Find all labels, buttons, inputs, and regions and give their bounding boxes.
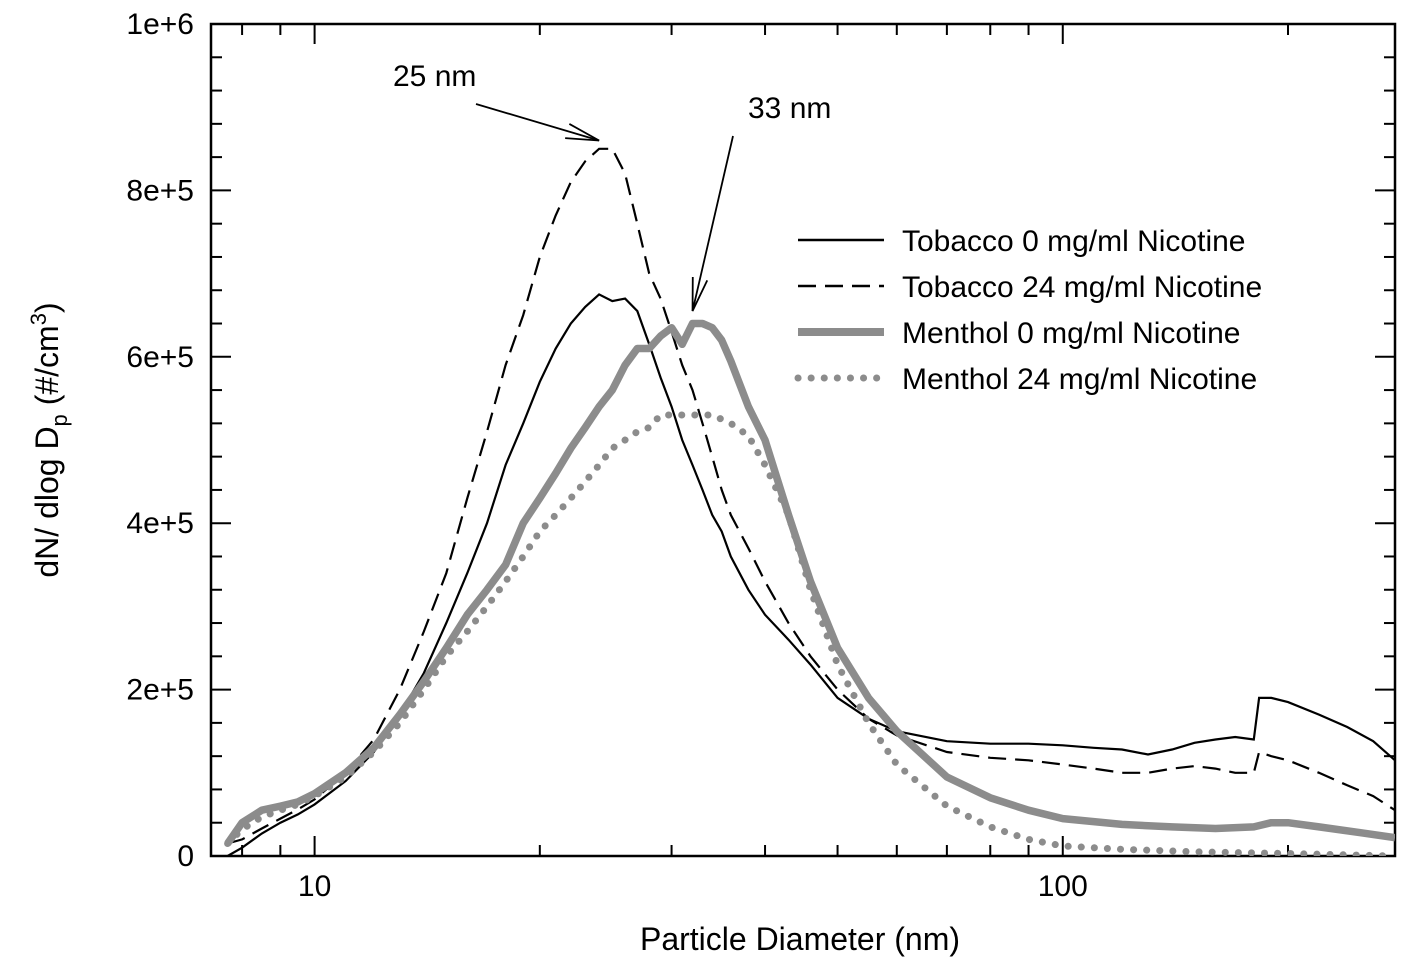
y-axis-title: dN/ dlog Dp (#/cm3)	[26, 302, 72, 577]
series-line-3	[224, 411, 1395, 856]
y-axis-title-unit: (#/cm	[29, 325, 65, 414]
y-axis-title-close: )	[29, 302, 65, 313]
annotation-arrow-1	[691, 135, 734, 312]
x-tick-labels: 10 100	[298, 870, 1088, 903]
y-tick-label: 2e+5	[126, 674, 194, 707]
series-line-1	[227, 147, 1395, 845]
y-tick-label: 0	[177, 840, 194, 873]
series-line-2	[224, 319, 1395, 846]
y-tick-label: 8e+5	[126, 174, 194, 207]
legend: Tobacco 0 mg/ml Nicotine Tobacco 24 mg/m…	[794, 225, 1262, 396]
legend-label-menthol-0: Menthol 0 mg/ml Nicotine	[902, 317, 1240, 350]
legend-label-tobacco-0: Tobacco 0 mg/ml Nicotine	[902, 225, 1245, 258]
annotation-25nm: 25 nm	[393, 60, 476, 93]
y-tick-label: 1e+6	[126, 8, 194, 41]
annotation-arrow-0	[475, 103, 600, 142]
annotations	[475, 103, 734, 312]
annotation-arrowhead-1	[691, 277, 709, 312]
x-tick-label: 100	[1038, 870, 1088, 903]
series-line-0	[227, 293, 1395, 856]
x-tick-label: 10	[298, 870, 331, 903]
y-axis-title-main: dN/ dlog D	[29, 426, 65, 577]
x-ticks	[241, 24, 1289, 856]
series-lines	[224, 147, 1395, 856]
plot-frame	[209, 22, 1397, 858]
x-axis-title: Particle Diameter (nm)	[640, 921, 960, 957]
annotation-33nm: 33 nm	[748, 92, 831, 125]
y-axis-title-sub: p	[47, 414, 72, 426]
y-tick-labels: 0 2e+5 4e+5 6e+5 8e+5 1e+6	[126, 8, 194, 873]
y-axis-title-sup: 3	[26, 313, 51, 325]
y-tick-label: 4e+5	[126, 507, 194, 540]
legend-label-menthol-24: Menthol 24 mg/ml Nicotine	[902, 363, 1257, 396]
y-tick-label: 6e+5	[126, 341, 194, 374]
legend-label-tobacco-24: Tobacco 24 mg/ml Nicotine	[902, 271, 1262, 304]
annotation-arrowhead-0	[565, 123, 600, 142]
